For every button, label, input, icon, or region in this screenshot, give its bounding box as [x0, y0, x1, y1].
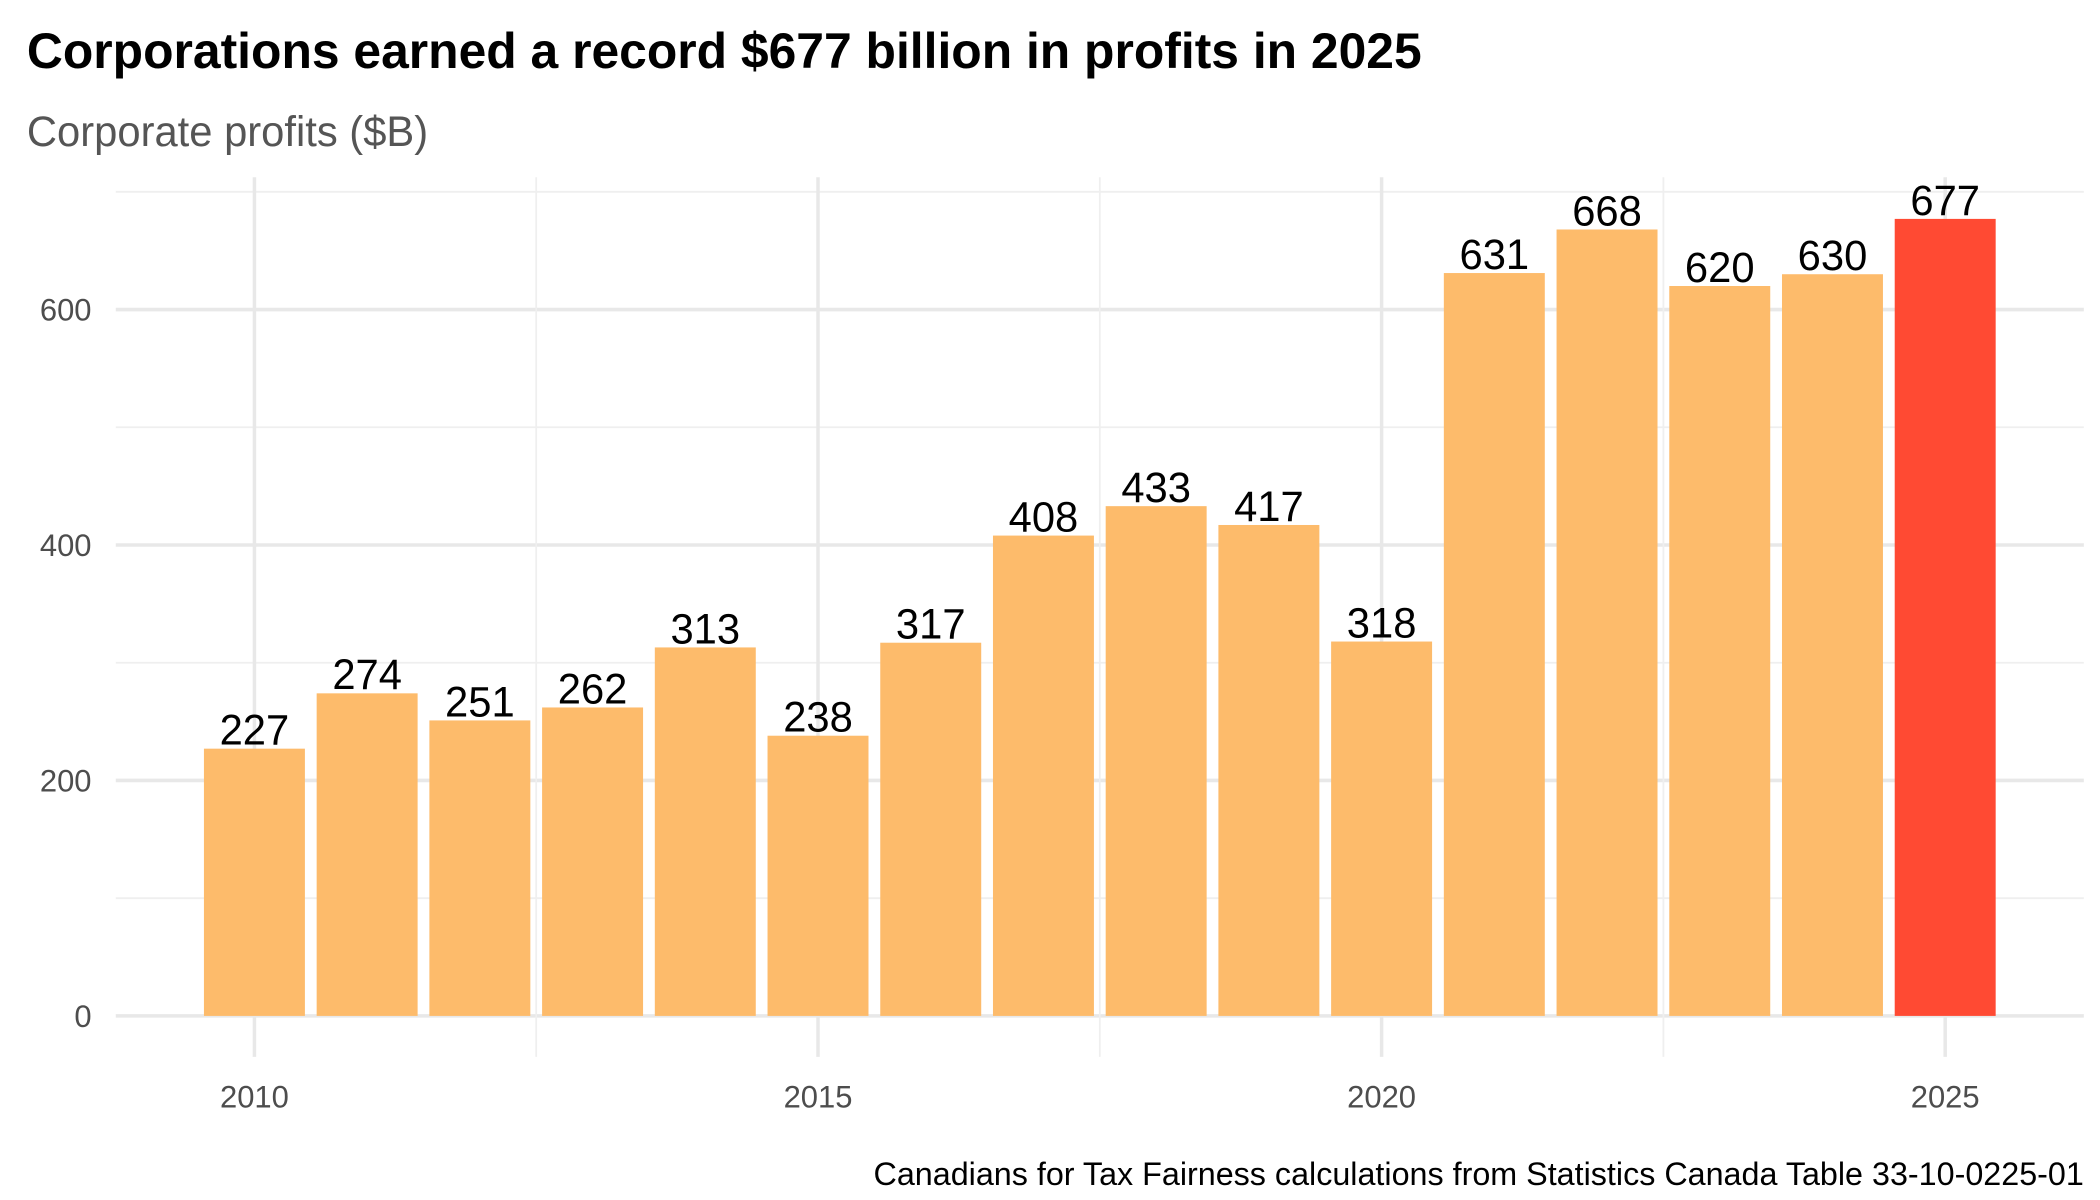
data-label-2019: 417 [1234, 483, 1304, 530]
x-tick-label: 2020 [1347, 1079, 1416, 1114]
y-tick-label: 0 [74, 999, 91, 1034]
data-label-2017: 408 [1009, 493, 1079, 540]
bar-2024 [1781, 274, 1883, 1016]
bar-2011 [316, 693, 418, 1016]
bar-2017 [992, 535, 1094, 1016]
bar-2025 [1894, 218, 1996, 1016]
data-label-2024: 630 [1798, 232, 1868, 279]
bar-2019 [1218, 524, 1320, 1016]
data-label-2013: 262 [558, 665, 628, 712]
bar-2020 [1331, 641, 1433, 1016]
data-label-2016: 317 [896, 600, 966, 647]
x-axis-ticks: 2010 2015 2020 2025 [220, 1079, 1980, 1114]
data-label-2021: 631 [1460, 231, 1530, 278]
data-label-2020: 318 [1347, 599, 1417, 646]
bar-2018 [1105, 506, 1207, 1016]
bar-2015 [767, 735, 869, 1016]
data-labels: 227 274 251 262 313 238 317 408 433 417 318 631 668 6… [220, 177, 1980, 754]
x-tick-label: 2010 [220, 1079, 289, 1114]
data-label-2011: 274 [332, 651, 402, 698]
bar-2016 [880, 642, 982, 1016]
chart-caption: Canadians for Tax Fairness calculations … [874, 1156, 2084, 1192]
chart-title: Corporations earned a record $677 billio… [27, 23, 1422, 79]
bar-2010 [203, 748, 305, 1016]
bars [203, 218, 1996, 1016]
data-label-2012: 251 [445, 678, 515, 725]
chart-subtitle: Corporate profits ($B) [27, 108, 428, 155]
data-label-2014: 313 [670, 605, 740, 652]
bar-2021 [1443, 273, 1545, 1016]
data-label-2022: 668 [1572, 187, 1642, 234]
y-tick-label: 600 [40, 292, 92, 327]
x-tick-label: 2015 [784, 1079, 853, 1114]
data-label-2018: 433 [1121, 464, 1191, 511]
bar-2014 [654, 647, 756, 1016]
y-axis-ticks: 0 200 400 600 [40, 292, 92, 1034]
data-label-2023: 620 [1685, 244, 1755, 291]
data-label-2015: 238 [783, 693, 853, 740]
bar-2013 [542, 707, 644, 1016]
bar-2012 [429, 720, 531, 1016]
data-label-2010: 227 [220, 706, 290, 753]
y-tick-label: 200 [40, 763, 92, 798]
data-label-2025: 677 [1910, 177, 1980, 224]
y-tick-label: 400 [40, 528, 92, 563]
x-tick-label: 2025 [1911, 1079, 1980, 1114]
bar-2023 [1669, 286, 1771, 1016]
bar-2022 [1556, 229, 1658, 1016]
